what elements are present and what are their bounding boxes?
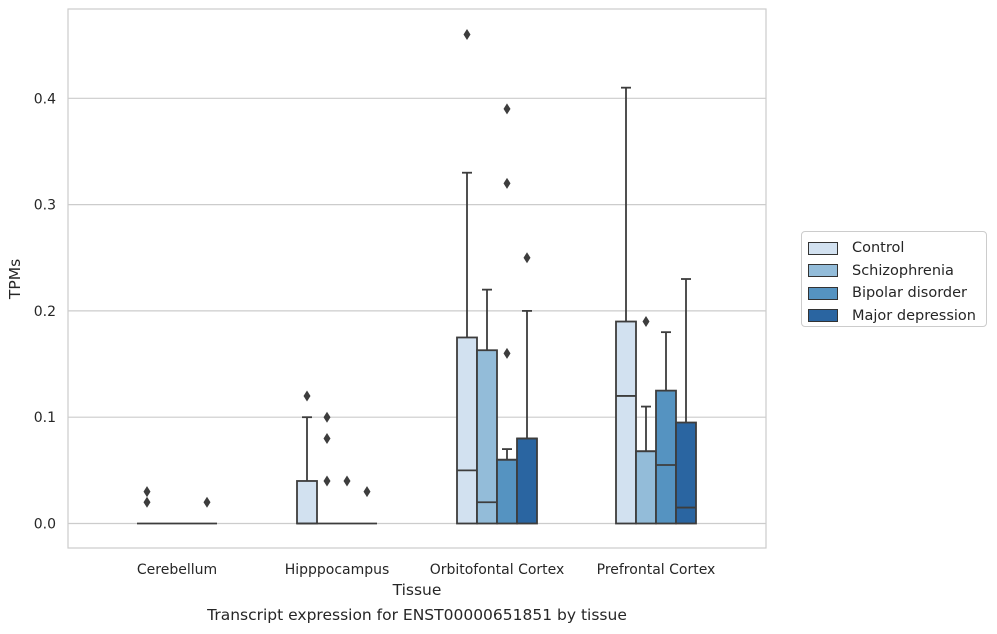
box-schizophrenia-prefrontal-cortex-outlier — [642, 316, 650, 328]
box-major-depression-prefrontal-cortex-body — [675, 421, 697, 525]
box-control-orbitofontal-cortex-body — [456, 336, 478, 525]
legend-swatch-schizophrenia — [808, 264, 838, 278]
x-axis-ticks: Cerebellum Hipppocampus Orbitofontal Corte… — [137, 562, 715, 578]
legend-swatch-major-depression — [808, 309, 838, 323]
legend-item-major-depression: Major depression — [808, 305, 986, 328]
box-major-depression-hipppocampus — [357, 486, 377, 525]
box-schizophrenia-prefrontal-cortex-body — [635, 450, 657, 525]
box-control-hipppocampus-outlier — [303, 390, 311, 402]
box-control-cerebellum-outlier — [143, 496, 151, 508]
legend-item-control: Control — [808, 237, 986, 260]
y-axis-ticks: 0.0 0.1 0.2 0.3 0.4 — [34, 91, 56, 532]
legend-item-bipolar-disorder: Bipolar disorder — [808, 282, 986, 305]
box-bipolar-disorder-orbitofontal-cortex-outlier — [503, 347, 511, 359]
x-tick-label: Cerebellum — [137, 562, 217, 578]
box-control-prefrontal-cortex-body — [615, 320, 637, 525]
box-major-depression-cerebellum-outlier — [203, 496, 211, 508]
legend-label-schizophrenia: Schizophrenia — [852, 262, 954, 279]
legend-swatch-bipolar-disorder — [808, 286, 838, 300]
box-control-hipppocampus-body — [296, 480, 318, 525]
x-axis-label: Tissue — [392, 581, 442, 599]
box-control-orbitofontal-cortex — [456, 29, 478, 525]
y-tick-label: 0.4 — [34, 91, 56, 107]
boxes-layer — [137, 29, 697, 525]
box-major-depression-cerebellum — [197, 496, 217, 525]
legend-swatch-control — [808, 241, 838, 255]
box-bipolar-disorder-orbitofontal-cortex — [496, 103, 518, 525]
box-bipolar-disorder-orbitofontal-cortex-outlier — [503, 177, 511, 189]
box-major-depression-prefrontal-cortex — [675, 278, 697, 525]
box-bipolar-disorder-prefrontal-cortex-body — [655, 389, 677, 525]
box-control-cerebellum-outlier — [143, 486, 151, 498]
box-control-cerebellum — [137, 486, 157, 525]
box-major-depression-hipppocampus-outlier — [363, 486, 371, 498]
legend-item-schizophrenia: Schizophrenia — [808, 260, 986, 283]
box-major-depression-orbitofontal-cortex — [516, 252, 538, 525]
box-bipolar-disorder-hipppocampus-outlier — [343, 475, 351, 487]
x-tick-label: Prefrontal Cortex — [597, 562, 716, 578]
y-tick-label: 0.3 — [34, 198, 56, 214]
box-control-hipppocampus — [296, 390, 318, 525]
y-tick-label: 0.2 — [34, 304, 56, 320]
box-bipolar-disorder-orbitofontal-cortex-body — [496, 458, 518, 525]
box-control-prefrontal-cortex — [615, 86, 637, 525]
box-bipolar-disorder-orbitofontal-cortex-outlier — [503, 103, 511, 115]
box-schizophrenia-orbitofontal-cortex-body — [476, 349, 498, 525]
x-tick-label: Hipppocampus — [285, 562, 390, 578]
legend: Control Schizophrenia Bipolar disorder M… — [801, 231, 987, 327]
box-major-depression-orbitofontal-cortex-outlier — [523, 252, 531, 264]
y-axis-label: TPMs — [6, 259, 24, 300]
legend-label-bipolar-disorder: Bipolar disorder — [852, 285, 967, 302]
box-schizophrenia-hipppocampus — [317, 411, 337, 525]
x-tick-label: Orbitofontal Cortex — [430, 562, 565, 578]
legend-label-control: Control — [852, 240, 905, 257]
y-tick-label: 0.0 — [34, 517, 56, 533]
box-bipolar-disorder-hipppocampus — [337, 475, 357, 525]
y-tick-label: 0.1 — [34, 410, 56, 426]
box-control-orbitofontal-cortex-outlier — [463, 29, 471, 41]
box-major-depression-orbitofontal-cortex-body — [516, 437, 538, 525]
box-schizophrenia-hipppocampus-outlier — [323, 475, 331, 487]
box-schizophrenia-hipppocampus-outlier — [323, 432, 331, 444]
figure-caption: Transcript expression for ENST0000065185… — [207, 606, 627, 624]
box-schizophrenia-hipppocampus-outlier — [323, 411, 331, 423]
legend-label-major-depression: Major depression — [852, 307, 976, 324]
box-schizophrenia-orbitofontal-cortex — [476, 288, 498, 525]
